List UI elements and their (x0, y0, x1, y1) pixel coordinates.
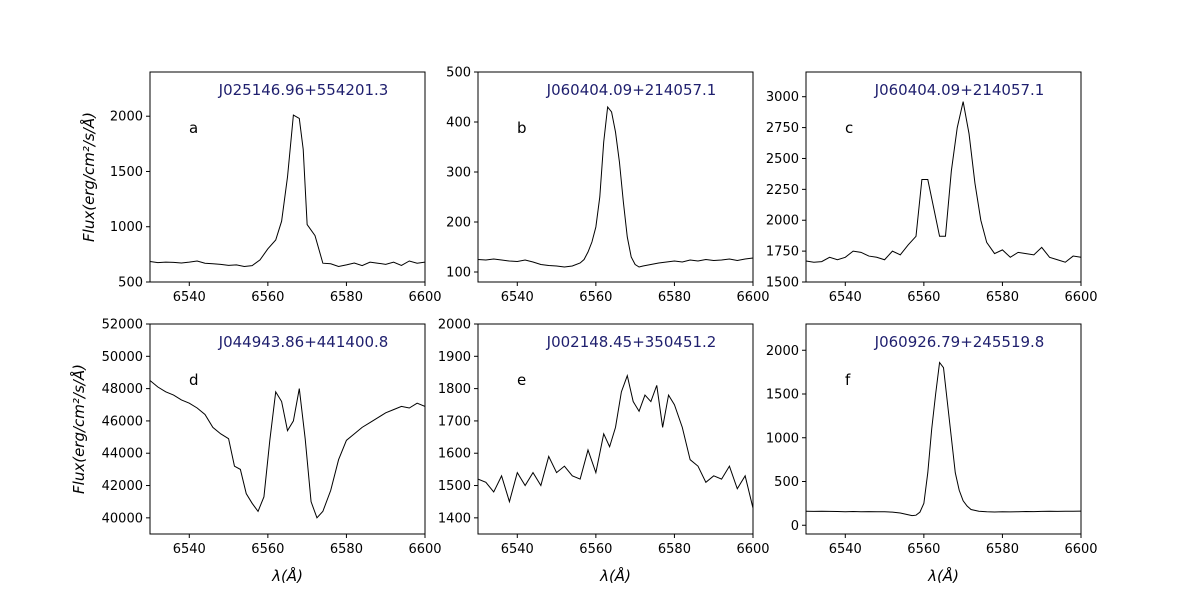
panel-d: 6540 6560 6580 6600 40000 42000 44000 46000 4800… (102, 318, 442, 558)
axes-frame-d (149, 323, 426, 535)
panel-letter-a: a (189, 119, 198, 137)
y-tick-label-c: 1750 (766, 245, 799, 260)
panel-title-f: J060926.79+245519.8 (874, 333, 1045, 351)
y-tick-label-a: 2000 (110, 110, 143, 125)
panel-b: 6540 6560 6580 6600 100 200 300 400 500 J060404.0… (446, 66, 769, 306)
panel-title-a: J025146.96+554201.3 (218, 81, 389, 99)
y-tick-label-c: 1500 (766, 276, 799, 291)
y-tick-label-d: 48000 (102, 382, 143, 397)
y-tick-label-f: 1500 (766, 388, 799, 403)
y-tick-label-e: 2000 (438, 318, 471, 333)
x-tick-label-b: 6560 (579, 290, 612, 305)
panel-e: 6540 6560 6580 6600 1400 1500 1600 1700 1800 1900… (438, 318, 770, 558)
axes-frame-b (477, 71, 754, 283)
spectrum-line-f (806, 361, 1081, 517)
y-tick-label-e: 1600 (438, 447, 471, 462)
x-axis-label: λ(Å) (927, 566, 959, 585)
y-tick-label-c: 2500 (766, 152, 799, 167)
x-axis-label: λ(Å) (271, 566, 303, 585)
y-tick-label-b: 300 (446, 166, 471, 181)
panel-letter-b: b (517, 119, 527, 137)
spectrum-line-d (150, 380, 425, 519)
y-tick-label-f: 0 (791, 519, 799, 534)
y-tick-label-d: 50000 (102, 350, 143, 365)
y-tick-label-a: 500 (118, 276, 143, 291)
x-tick-label-b: 6600 (736, 290, 769, 305)
y-tick-label-b: 400 (446, 116, 471, 131)
y-tick-label-c: 3000 (766, 90, 799, 105)
x-tick-label-b: 6580 (658, 290, 691, 305)
x-tick-label-a: 6600 (408, 290, 441, 305)
x-tick-label-f: 6540 (829, 542, 862, 557)
spectrum-line-e (478, 373, 753, 509)
y-tick-label-f: 2000 (766, 344, 799, 359)
y-tick-label-d: 44000 (102, 447, 143, 462)
spectrum-line-b (478, 105, 753, 268)
axes-frame-f (805, 323, 1082, 535)
y-tick-label-b: 500 (446, 66, 471, 81)
panel-c: 6540 6560 6580 6600 1500 1750 2000 2250 2500 2750… (766, 71, 1098, 305)
panel-f: 6540 6560 6580 6600 0 500 1000 1500 2000 J060926.… (766, 323, 1098, 557)
y-tick-label-e: 1700 (438, 414, 471, 429)
panel-a: 6540 6560 6580 6600 500 1000 1500 2000 J025146.9… (110, 71, 442, 305)
panel-title-e: J002148.45+350451.2 (546, 333, 717, 351)
panel-title-c: J060404.09+214057.1 (874, 81, 1045, 99)
spectrum-line-a (150, 114, 425, 268)
x-tick-label-f: 6600 (1064, 542, 1097, 557)
x-tick-label-a: 6540 (173, 290, 206, 305)
x-tick-label-a: 6560 (251, 290, 284, 305)
x-tick-label-d: 6580 (330, 542, 363, 557)
x-tick-label-e: 6540 (501, 542, 534, 557)
panel-letter-d: d (189, 371, 199, 389)
panel-title-b: J060404.09+214057.1 (546, 81, 717, 99)
x-tick-label-b: 6540 (501, 290, 534, 305)
y-axis-label: Flux(erg/cm²/s/Å) (69, 364, 88, 494)
axes-frame-a (149, 71, 426, 283)
x-tick-label-e: 6580 (658, 542, 691, 557)
axes-frame-c (805, 71, 1082, 283)
x-tick-label-a: 6580 (330, 290, 363, 305)
x-tick-label-c: 6540 (829, 290, 862, 305)
panel-letter-c: c (845, 119, 853, 137)
y-tick-label-d: 42000 (102, 479, 143, 494)
y-tick-label-b: 200 (446, 216, 471, 231)
x-tick-label-c: 6600 (1064, 290, 1097, 305)
y-tick-label-c: 2250 (766, 183, 799, 198)
x-tick-label-d: 6560 (251, 542, 284, 557)
y-axis-label: Flux(erg/cm²/s/Å) (79, 112, 98, 242)
y-tick-label-d: 52000 (102, 318, 143, 333)
x-tick-label-c: 6560 (907, 290, 940, 305)
x-tick-label-f: 6560 (907, 542, 940, 557)
y-tick-label-e: 1500 (438, 479, 471, 494)
x-tick-label-c: 6580 (986, 290, 1019, 305)
y-tick-label-e: 1800 (438, 382, 471, 397)
x-axis-label: λ(Å) (599, 566, 631, 585)
x-tick-label-e: 6600 (736, 542, 769, 557)
panel-letter-e: e (517, 371, 526, 389)
y-tick-label-e: 1400 (438, 511, 471, 526)
y-tick-label-c: 2750 (766, 121, 799, 136)
y-tick-label-b: 100 (446, 266, 471, 281)
y-tick-label-c: 2000 (766, 214, 799, 229)
panel-title-d: J044943.86+441400.8 (218, 333, 389, 351)
y-tick-label-e: 1900 (438, 350, 471, 365)
x-tick-label-d: 6540 (173, 542, 206, 557)
x-tick-label-f: 6580 (986, 542, 1019, 557)
y-tick-label-f: 1000 (766, 431, 799, 446)
y-tick-label-a: 1500 (110, 165, 143, 180)
y-tick-label-d: 40000 (102, 511, 143, 526)
panel-letter-f: f (845, 371, 851, 389)
x-tick-label-d: 6600 (408, 542, 441, 557)
spectrum-line-c (806, 101, 1081, 263)
axes-frame-e (477, 323, 754, 535)
y-tick-label-d: 46000 (102, 414, 143, 429)
y-tick-label-a: 1000 (110, 220, 143, 235)
x-tick-label-e: 6560 (579, 542, 612, 557)
y-tick-label-f: 500 (774, 475, 799, 490)
